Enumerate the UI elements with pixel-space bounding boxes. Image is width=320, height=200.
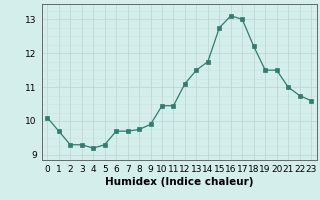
X-axis label: Humidex (Indice chaleur): Humidex (Indice chaleur) — [105, 177, 253, 187]
